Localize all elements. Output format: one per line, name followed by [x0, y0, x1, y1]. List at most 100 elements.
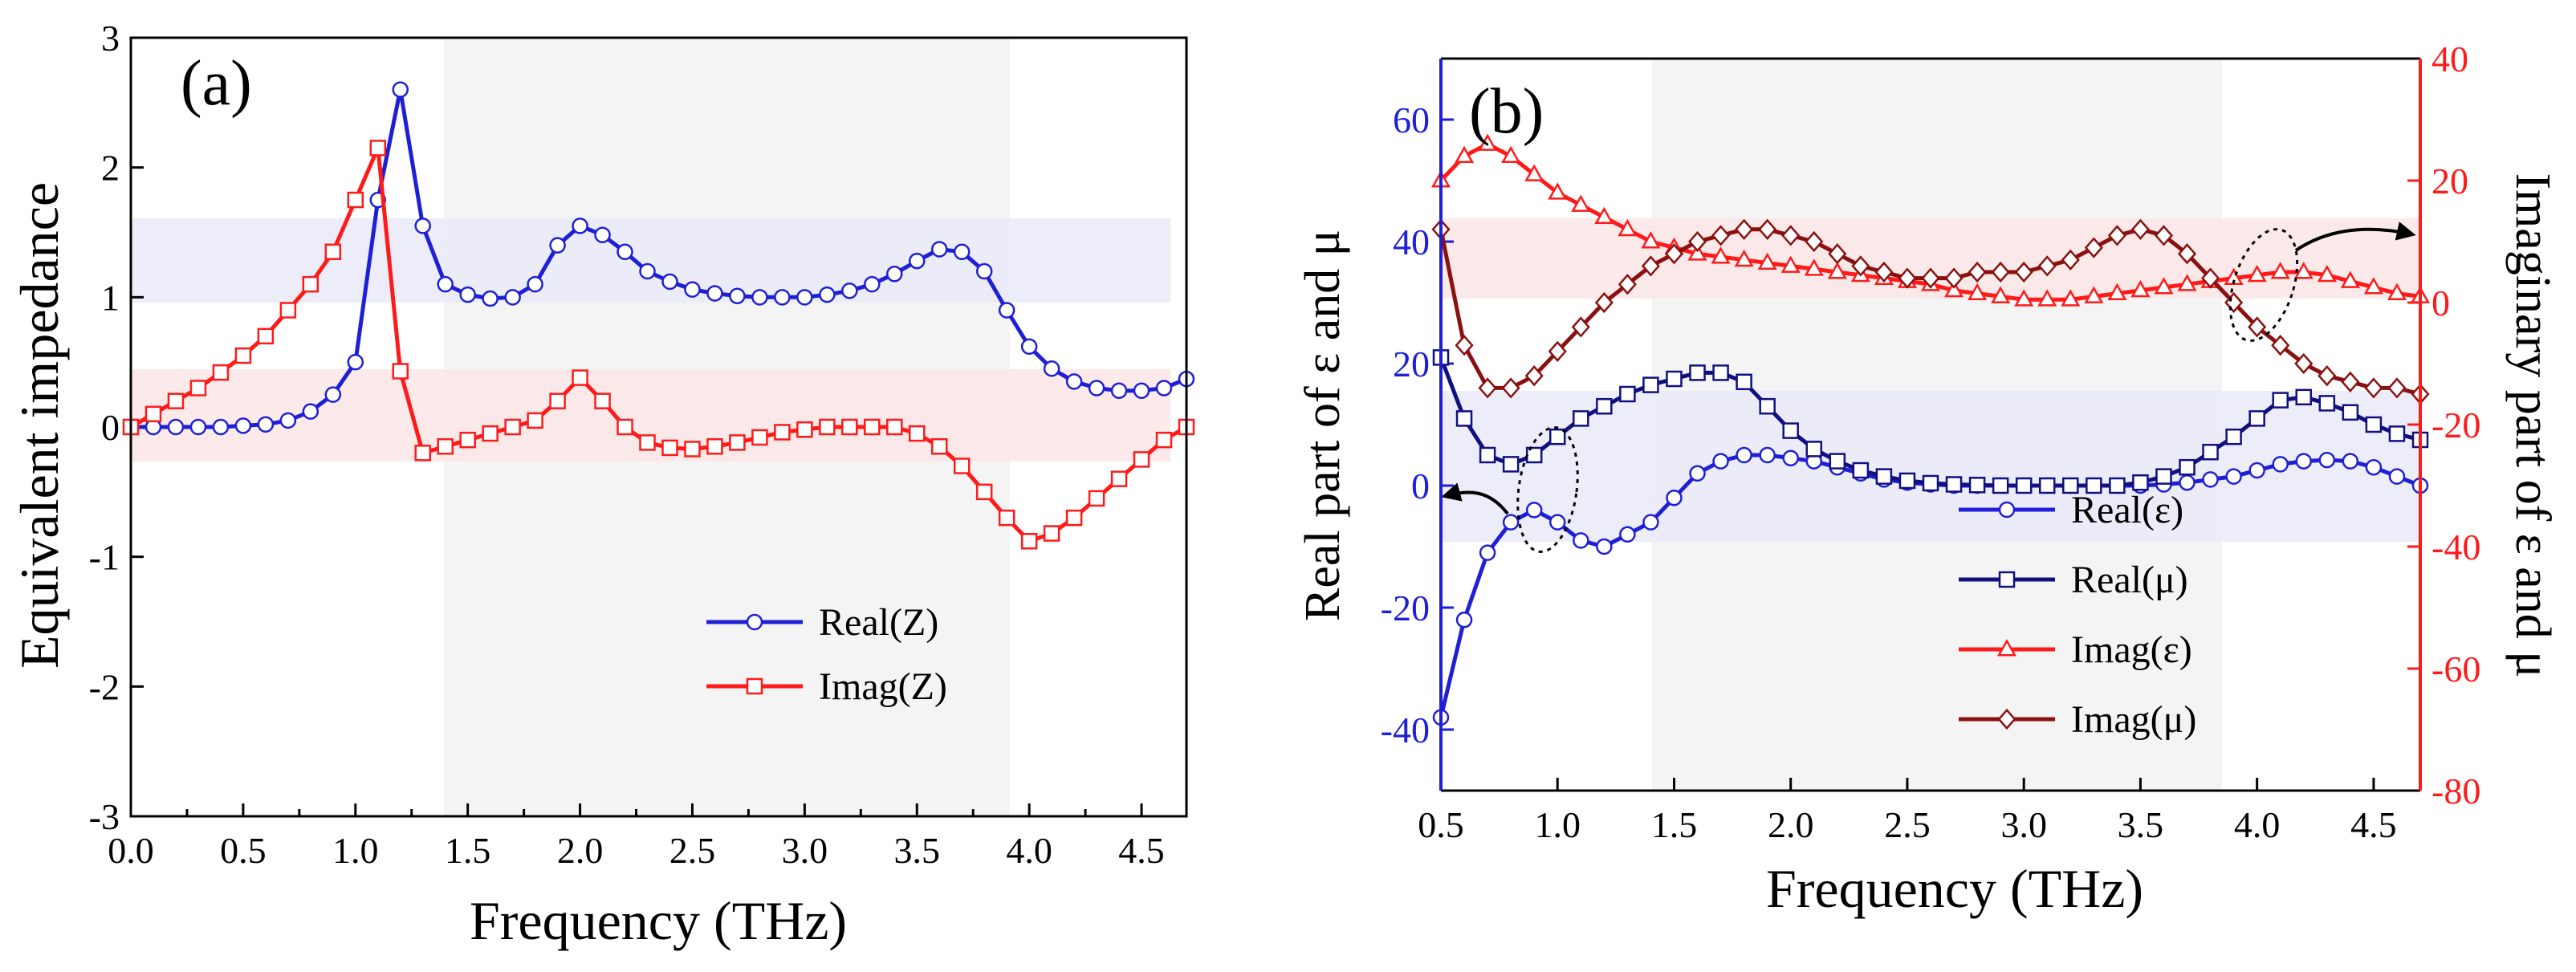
panel-b-legend-marker	[1997, 708, 2016, 730]
panel-b-real-point	[1898, 472, 1916, 490]
panel-a-imag-z-point	[751, 429, 768, 446]
panel-a-imag-z-point	[1133, 451, 1150, 468]
panel-a-imag-z-point	[212, 364, 230, 381]
panel-b-left-y-tick-label: 40	[1393, 222, 1430, 262]
panel-b-imag-point	[2294, 352, 2314, 375]
panel-a-real-z-point	[189, 418, 207, 436]
panel-b-real-point	[1479, 544, 1496, 561]
panel-a-x-tick-label: 3.0	[782, 830, 828, 871]
panel-b-legend-label: Real(ε)	[2071, 489, 2183, 531]
panel-b-real-point	[2015, 477, 2033, 494]
panel-a-real-z-point	[751, 289, 768, 306]
panel-b-real-point	[2388, 425, 2406, 442]
panel-b-real-point	[2202, 471, 2219, 488]
panel-b-real-point	[1782, 449, 1799, 467]
panel-a-real-z-point	[392, 81, 409, 98]
panel-a-legend-label: Real(Z)	[819, 601, 938, 644]
panel-a-imag-z-point	[1065, 509, 1083, 527]
panel-a-imag-z-point	[819, 418, 836, 436]
panel-a-imag-z-point	[302, 275, 319, 293]
panel-b-real-point	[1548, 514, 1566, 531]
panel-b-frame	[1439, 57, 2422, 792]
panel-b-imag-point	[1594, 206, 1614, 225]
panel-b-real-point	[2318, 395, 2336, 412]
panel-b-real-point	[1782, 422, 1799, 439]
panel-b-left-y-tick-label: 0	[1411, 466, 1430, 506]
panel-a-imag-z-point	[639, 434, 656, 451]
panel-b-series	[1430, 133, 2431, 726]
panel-b-real-series	[1432, 349, 2429, 494]
panel-b-imag-point	[1734, 249, 1754, 267]
panel-a-x-tick-label: 2.5	[669, 830, 716, 871]
panel-a-y-tick-label: -2	[89, 666, 120, 707]
panel-a-imag-z-point	[437, 438, 454, 455]
panel-a-imag-z-point	[504, 418, 521, 436]
panel-a-x-tick-label: 3.5	[894, 830, 941, 871]
panel-b-imag-point	[1898, 267, 1917, 289]
panel-b-imag-point	[2014, 289, 2034, 307]
panel-b-imag-point	[1571, 194, 1591, 212]
panel-b-imag-point	[1757, 252, 1777, 270]
panel-b-real-point	[1596, 397, 1613, 415]
panel-a-real-z-point	[572, 218, 588, 234]
panel-b-imag-point	[1478, 377, 1497, 399]
panel-b-right-y-tick-label: -20	[2432, 405, 2480, 445]
panel-b-imag-point	[2293, 262, 2314, 279]
panel-a-y-tick-label: 2	[101, 148, 120, 189]
panel-a-real-z-point	[414, 218, 431, 234]
panel-b-real-point	[1968, 476, 1986, 494]
panel-a-imag-z-point	[234, 347, 252, 364]
panel-a-imag-z-point	[594, 392, 611, 409]
panel-a-imag-z-point	[1110, 470, 1128, 487]
panel-b-imag-point	[2107, 283, 2127, 301]
panel-b-imag-point	[2247, 264, 2267, 283]
panel-a-real-z-point	[819, 286, 836, 303]
panel-a-real-z-point	[504, 289, 521, 306]
panel-b-real-point	[2295, 388, 2313, 406]
panel-b-imag-point	[1827, 262, 1847, 279]
panel-b-real-point	[1759, 397, 1776, 415]
panel-a-y-tick-label: 0	[101, 407, 120, 448]
panel-a-real-z-point	[886, 265, 903, 283]
panel-a-real-z-point	[324, 386, 342, 403]
panel-b-real-point	[2248, 410, 2265, 427]
panel-a-x-tick-label: 0.0	[108, 830, 154, 871]
panel-b-imag-point	[1828, 243, 1847, 265]
panel-a-legend: Real(Z) Imag(Z)	[706, 601, 947, 708]
panel-b-real-point	[2342, 404, 2359, 421]
panel-a-x-tick-label: 0.5	[220, 830, 267, 871]
panel-b-imag-point	[1618, 274, 1637, 295]
panel-b-imag-point	[2363, 277, 2383, 295]
panel-b-imag-series	[1431, 218, 2430, 405]
panel-b-real-point	[1829, 453, 1846, 470]
panel-a-x-tick-label: 2.0	[557, 830, 604, 871]
panel-b-real-point	[1666, 489, 1683, 506]
panel-a-legend-marker	[746, 677, 763, 695]
panel-b-real-point	[1992, 477, 2009, 494]
panel-a-imag-z-point	[661, 439, 678, 457]
panel-b-legend: Real(ε) Real(μ) Imag(ε) Imag(μ)	[1959, 489, 2196, 741]
panel-b-imag-point	[1711, 246, 1731, 264]
panel-b-x-tick-label: 4.5	[2350, 804, 2397, 845]
panel-a-real-z-point	[774, 289, 791, 306]
panel-a-real-z-point	[257, 416, 275, 433]
panel-b-imag-point	[1501, 377, 1520, 399]
panel-a-imag-z-point	[279, 302, 297, 319]
panel-a-real-z-point	[234, 417, 252, 434]
panel-a-real-z-point	[279, 412, 297, 429]
panel-b-imag-point	[2318, 365, 2337, 387]
panel-b-imag-point	[1851, 255, 1870, 277]
panel-b-left-y-tick-label: 60	[1393, 100, 1430, 140]
panel-b-imag-point	[1944, 279, 1964, 298]
panel-a-imag-z-point	[1020, 533, 1038, 550]
panel-b-imag-point	[2270, 262, 2290, 279]
panel-b-imag-point	[1991, 286, 2011, 303]
panel-a-imag-z-point	[684, 441, 701, 458]
panel-b-real-point	[1922, 474, 1939, 492]
panel-b-imag-point	[2130, 218, 2150, 240]
panel-a-imag-z-point	[482, 425, 499, 442]
panel-a-imag-z-point	[549, 392, 566, 409]
panel-b-tick-labels: 0.5 1.0 1.5 2.0 2.5 3.0 3.5 4.0 4.5 -40 -20 0 20 40 60…	[1381, 39, 2481, 845]
panel-a-real-z-point	[909, 252, 926, 270]
panel-b-real-point	[2365, 416, 2383, 433]
